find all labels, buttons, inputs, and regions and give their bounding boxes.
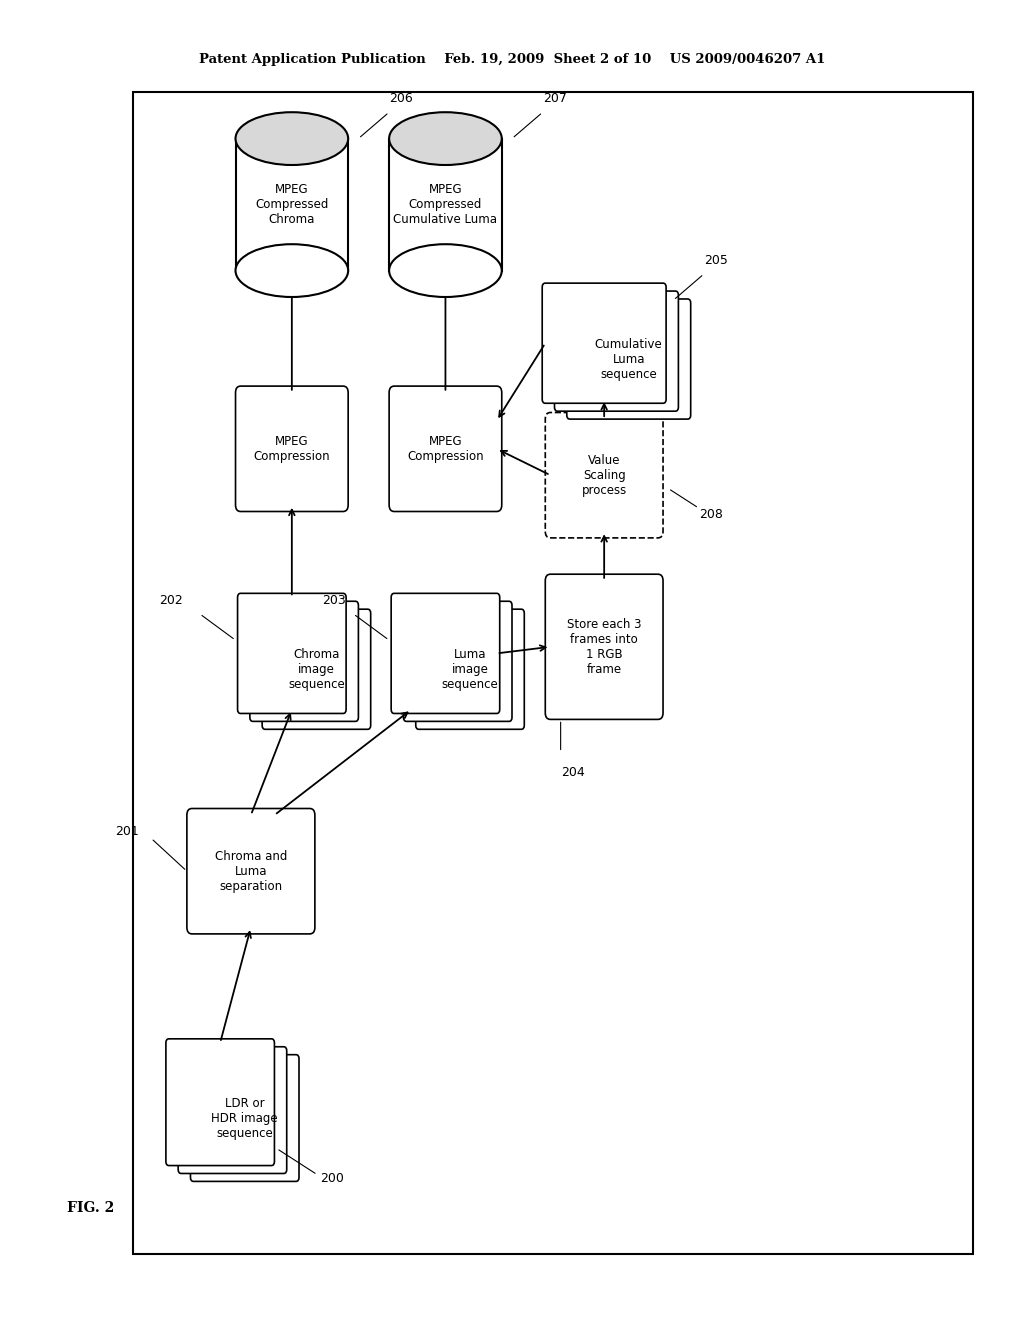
Text: MPEG
Compressed
Chroma: MPEG Compressed Chroma (255, 183, 329, 226)
FancyBboxPatch shape (567, 300, 690, 420)
Text: 204: 204 (561, 766, 585, 779)
Polygon shape (389, 139, 502, 271)
Text: 206: 206 (389, 92, 413, 106)
Text: Value
Scaling
process: Value Scaling process (582, 454, 627, 496)
Text: FIG. 2: FIG. 2 (67, 1201, 114, 1214)
Text: LDR or
HDR image
sequence: LDR or HDR image sequence (211, 1097, 279, 1139)
Text: MPEG
Compression: MPEG Compression (408, 434, 483, 463)
Ellipse shape (389, 244, 502, 297)
Text: 208: 208 (698, 508, 723, 521)
FancyBboxPatch shape (236, 385, 348, 511)
FancyBboxPatch shape (545, 412, 664, 539)
Text: 202: 202 (159, 594, 182, 607)
Ellipse shape (236, 244, 348, 297)
FancyBboxPatch shape (262, 610, 371, 729)
Text: 200: 200 (321, 1172, 344, 1185)
FancyBboxPatch shape (190, 1055, 299, 1181)
FancyBboxPatch shape (166, 1039, 274, 1166)
Text: Chroma
image
sequence: Chroma image sequence (288, 648, 345, 690)
Text: MPEG
Compression: MPEG Compression (254, 434, 330, 463)
Text: Cumulative
Luma
sequence: Cumulative Luma sequence (595, 338, 663, 380)
Text: 205: 205 (705, 255, 728, 267)
FancyBboxPatch shape (416, 610, 524, 729)
FancyBboxPatch shape (391, 594, 500, 713)
Ellipse shape (389, 112, 502, 165)
Text: Patent Application Publication    Feb. 19, 2009  Sheet 2 of 10    US 2009/004620: Patent Application Publication Feb. 19, … (199, 53, 825, 66)
Polygon shape (236, 139, 348, 271)
FancyBboxPatch shape (545, 574, 664, 719)
FancyBboxPatch shape (178, 1047, 287, 1173)
FancyBboxPatch shape (238, 594, 346, 713)
Ellipse shape (236, 112, 348, 165)
Text: MPEG
Compressed
Cumulative Luma: MPEG Compressed Cumulative Luma (393, 183, 498, 226)
Text: Store each 3
frames into
1 RGB
frame: Store each 3 frames into 1 RGB frame (567, 618, 641, 676)
FancyBboxPatch shape (403, 602, 512, 721)
FancyBboxPatch shape (186, 808, 315, 935)
Text: Luma
image
sequence: Luma image sequence (441, 648, 499, 690)
Text: Chroma and
Luma
separation: Chroma and Luma separation (215, 850, 287, 892)
Text: 203: 203 (323, 594, 346, 607)
FancyBboxPatch shape (133, 92, 973, 1254)
Text: 207: 207 (543, 92, 566, 106)
FancyBboxPatch shape (389, 385, 502, 511)
FancyBboxPatch shape (250, 602, 358, 721)
FancyBboxPatch shape (543, 284, 666, 404)
FancyBboxPatch shape (555, 290, 678, 412)
Text: 201: 201 (115, 825, 139, 838)
